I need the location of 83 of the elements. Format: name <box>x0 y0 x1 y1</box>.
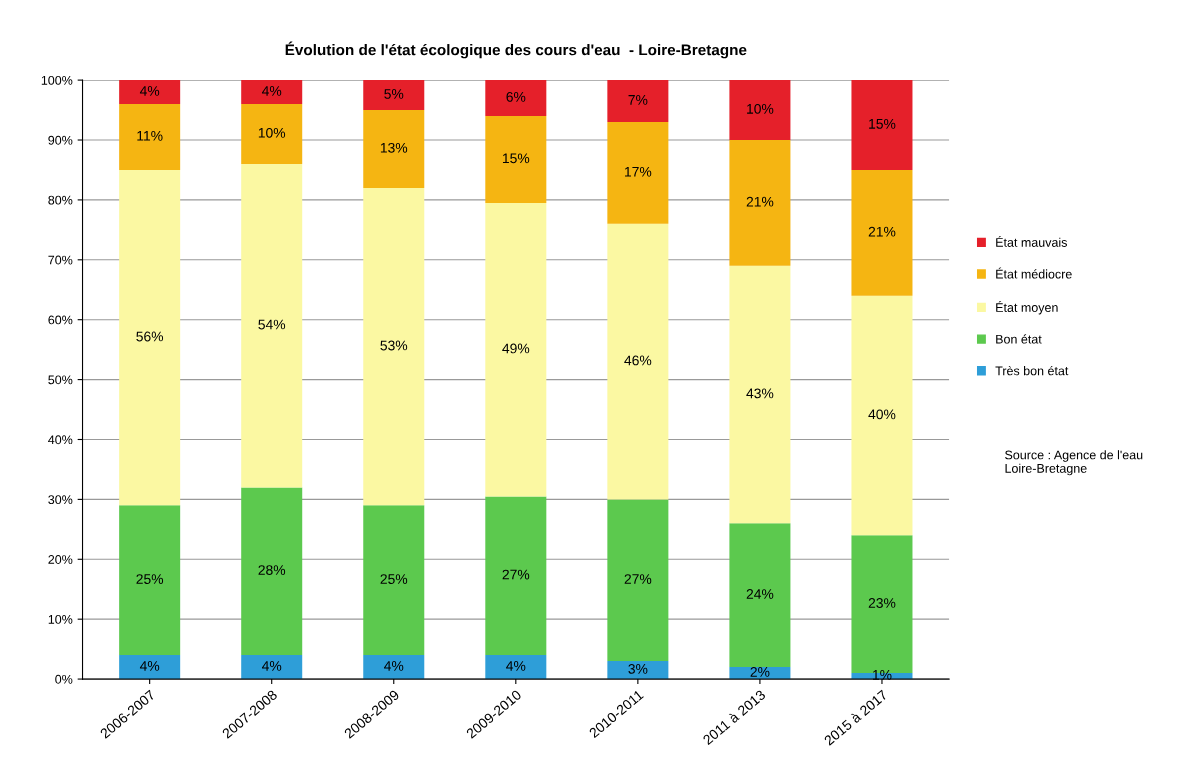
data-label: 25% <box>380 574 408 584</box>
data-label: 11% <box>137 130 163 141</box>
legend-label: État médiocre <box>996 267 1072 279</box>
bar <box>363 110 425 188</box>
legend-label: Très bon état <box>995 365 1069 376</box>
bar <box>851 169 913 296</box>
data-label: 13% <box>380 142 408 153</box>
bar <box>363 187 425 506</box>
bar <box>851 80 913 170</box>
y-tick-label: 10% <box>48 614 73 624</box>
data-label: 43% <box>746 388 774 399</box>
data-label: 25% <box>136 574 164 584</box>
data-label: 53% <box>380 340 408 351</box>
data-label: 23% <box>868 598 896 608</box>
data-label: 4% <box>384 661 404 671</box>
bar <box>119 655 181 680</box>
bar <box>485 116 547 203</box>
data-label: 28% <box>258 565 286 575</box>
y-tick-label: 50% <box>48 375 73 385</box>
data-label: 4% <box>506 661 526 671</box>
bar <box>363 655 425 680</box>
data-label: 4% <box>139 86 160 96</box>
data-label: 3% <box>628 663 648 674</box>
bar <box>241 104 303 164</box>
bar <box>607 499 669 662</box>
data-label: 7% <box>628 95 648 105</box>
bar <box>607 80 669 123</box>
data-label: 21% <box>868 226 896 237</box>
data-label: 6% <box>506 91 526 102</box>
bar <box>241 163 303 488</box>
bar <box>119 505 181 656</box>
bar <box>729 523 791 668</box>
data-label: 27% <box>624 574 652 584</box>
data-label: 4% <box>261 661 282 671</box>
y-tick-label: 30% <box>48 495 73 505</box>
data-label: 2% <box>750 666 770 677</box>
bar <box>119 104 181 170</box>
bar <box>485 80 547 117</box>
data-label: 15% <box>502 153 530 164</box>
y-tick-label: 80% <box>48 195 73 205</box>
bar <box>485 496 547 656</box>
bar <box>485 655 547 680</box>
data-label: 21% <box>746 196 774 207</box>
data-label: 5% <box>384 89 404 99</box>
data-label: 56% <box>136 331 164 342</box>
y-tick-label: 90% <box>48 135 73 145</box>
bar <box>729 80 791 141</box>
y-tick-label: 70% <box>48 255 73 265</box>
bar <box>851 295 913 536</box>
data-label: 54% <box>258 319 286 330</box>
bar <box>363 505 425 656</box>
bar <box>607 223 669 500</box>
bar <box>241 655 303 680</box>
source-note: Source : Agence de l'eau Loire-Bretagne <box>1005 450 1143 476</box>
data-label: 10% <box>258 127 286 138</box>
chart-title: Évolution de l'état écologique des cours d'eau - Loire-Bretagne <box>285 41 747 59</box>
y-tick-label: 60% <box>48 315 73 325</box>
bar <box>729 265 791 524</box>
data-label: 17% <box>625 166 652 177</box>
bar <box>729 140 791 266</box>
bar <box>119 80 181 105</box>
data-label: 40% <box>868 409 896 420</box>
y-tick-label: 20% <box>48 555 73 564</box>
bar <box>363 80 425 111</box>
data-label: 49% <box>502 343 530 354</box>
y-tick-label: 100% <box>41 75 73 85</box>
data-label: 27% <box>502 569 530 580</box>
data-label: 10% <box>747 103 774 114</box>
bar <box>119 169 181 506</box>
bar <box>485 202 547 497</box>
data-label: 4% <box>261 86 282 96</box>
y-tick-label: 40% <box>48 435 73 445</box>
legend-label: État mauvais <box>996 235 1067 247</box>
legend-label: État moyen <box>996 301 1058 315</box>
data-label: 46% <box>624 355 652 366</box>
bar <box>241 80 303 105</box>
legend-label: Bon état <box>996 334 1042 344</box>
y-tick-label: 0% <box>55 674 73 684</box>
bar <box>607 122 669 224</box>
data-label: 24% <box>746 589 774 599</box>
data-label: 4% <box>139 661 160 671</box>
bar <box>241 487 303 656</box>
data-label: 15% <box>869 118 896 129</box>
